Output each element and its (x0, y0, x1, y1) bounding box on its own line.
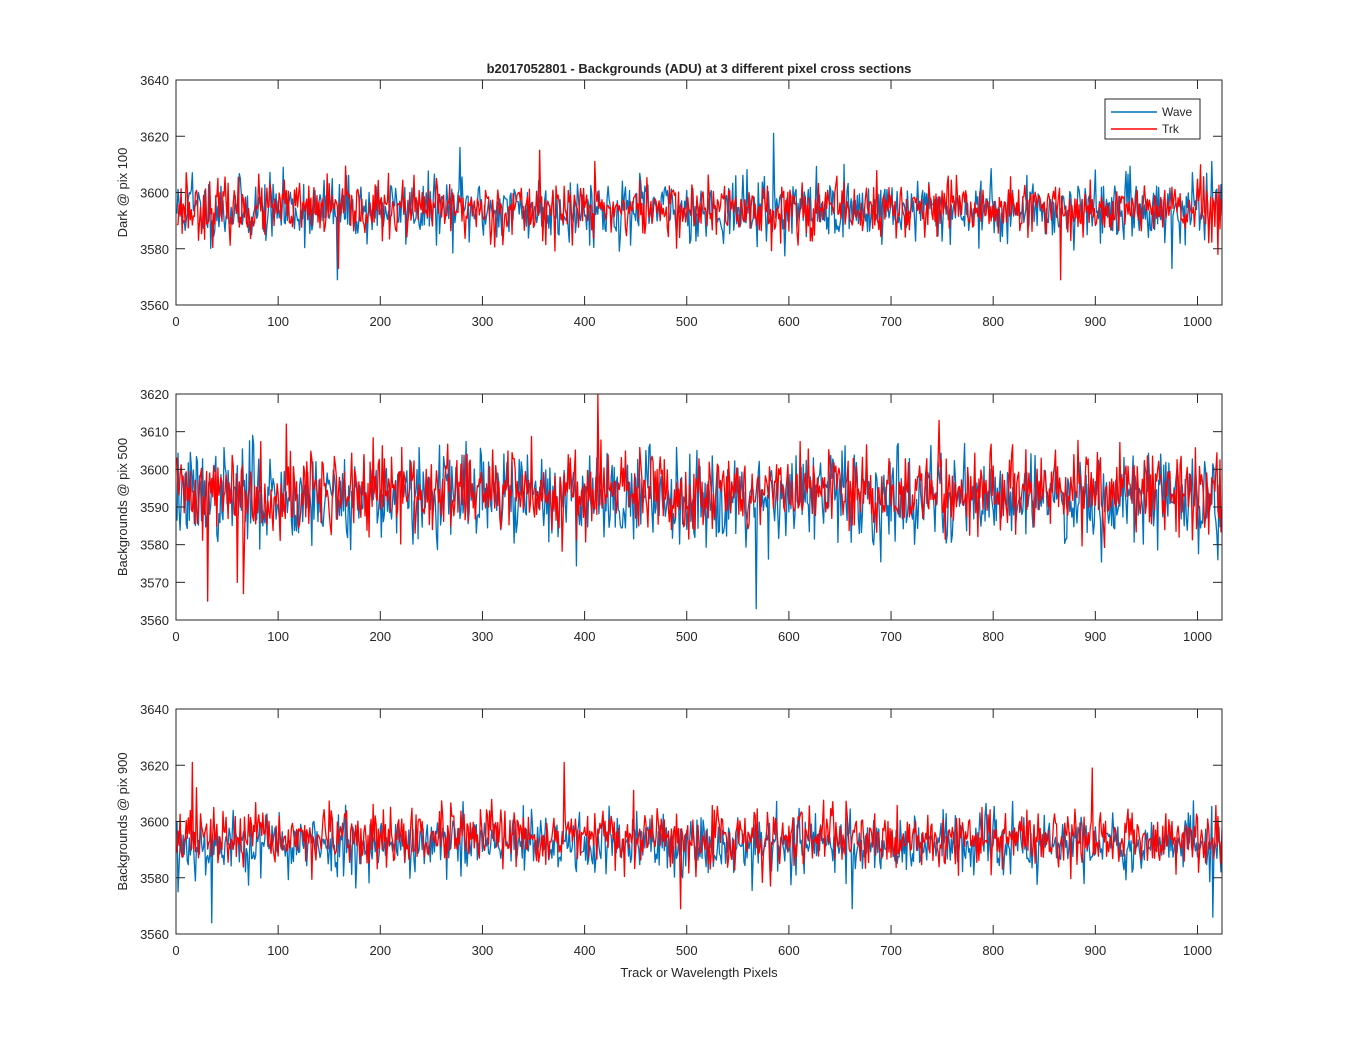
y-tick-label: 3620 (140, 129, 169, 144)
x-tick-label: 700 (880, 629, 902, 644)
legend-box (1104, 98, 1201, 140)
legend-label-trk: Trk (1162, 122, 1180, 136)
y-tick-label: 3580 (140, 871, 169, 886)
x-tick-label: 600 (778, 629, 800, 644)
x-tick-label: 600 (778, 943, 800, 958)
series-line-trk (176, 394, 1222, 602)
subplots: 0 100 200 300 400 500 600 700 800 900 100035603580… (115, 73, 1223, 958)
y-tick-label: 3580 (140, 242, 169, 257)
y-axis-label: Dark @ pix 100 (115, 148, 130, 238)
x-axis-label: Track or Wavelength Pixels (620, 965, 778, 980)
y-tick-label: 3600 (140, 815, 169, 830)
y-tick-label: 3570 (140, 575, 169, 590)
x-tick-label: 500 (676, 629, 698, 644)
series-line-trk (176, 149, 1222, 281)
y-tick-label: 3610 (140, 425, 169, 440)
y-tick-label: 3640 (140, 73, 169, 88)
x-tick-label: 800 (982, 629, 1004, 644)
y-tick-label: 3580 (140, 538, 169, 553)
y-axis-label: Backgrounds @ pix 500 (115, 438, 130, 576)
y-tick-label: 3620 (140, 387, 169, 402)
series-line-trk (176, 761, 1222, 910)
y-tick-label: 3600 (140, 186, 169, 201)
x-tick-label: 500 (676, 314, 698, 329)
x-tick-label: 200 (369, 629, 391, 644)
x-tick-label: 300 (472, 943, 494, 958)
x-tick-label: 1000 (1183, 943, 1212, 958)
x-tick-label: 100 (267, 629, 289, 644)
subplot-1: 0 100 200 300 400 500 600 700 800 900 1000 3560 3580… (115, 73, 1223, 329)
subplot-3: 0 100 200 300 400 500 600 700 800 900 1000 3560 3580… (115, 702, 1223, 958)
x-tick-label: 700 (880, 943, 902, 958)
plot-area (176, 80, 1222, 305)
x-tick-label: 1000 (1183, 314, 1212, 329)
x-tick-label: 200 (369, 314, 391, 329)
x-tick-label: 900 (1084, 314, 1106, 329)
x-tick-label: 900 (1084, 629, 1106, 644)
y-tick-label: 3620 (140, 758, 169, 773)
y-tick-label: 3590 (140, 500, 169, 515)
x-tick-label: 400 (574, 629, 596, 644)
x-tick-label: 300 (472, 314, 494, 329)
x-tick-label: 0 (172, 314, 179, 329)
y-tick-label: 3560 (140, 927, 169, 942)
legend: Wave Trk (1104, 98, 1201, 140)
y-tick-label: 3560 (140, 613, 169, 628)
x-tick-label: 200 (369, 943, 391, 958)
y-tick-label: 3640 (140, 702, 169, 717)
x-tick-label: 500 (676, 943, 698, 958)
x-tick-label: 300 (472, 629, 494, 644)
x-tick-label: 1000 (1183, 629, 1212, 644)
x-tick-label: 600 (778, 314, 800, 329)
x-tick-label: 0 (172, 629, 179, 644)
x-tick-label: 800 (982, 314, 1004, 329)
plot-area (176, 709, 1222, 934)
y-tick-label: 3600 (140, 462, 169, 477)
x-tick-label: 700 (880, 314, 902, 329)
x-tick-label: 0 (172, 943, 179, 958)
x-tick-label: 900 (1084, 943, 1106, 958)
x-tick-label: 400 (574, 314, 596, 329)
plot-area (176, 394, 1222, 620)
subplot-2: 0 100 200 300 400 500 600 700 800 900 1000 3560 3570… (115, 387, 1223, 644)
y-tick-label: 3560 (140, 298, 169, 313)
x-tick-label: 400 (574, 943, 596, 958)
legend-label-wave: Wave (1162, 105, 1193, 119)
x-tick-label: 100 (267, 314, 289, 329)
x-tick-label: 100 (267, 943, 289, 958)
chart-title: b2017052801 - Backgrounds (ADU) at 3 dif… (487, 61, 912, 76)
y-axis-label: Backgrounds @ pix 900 (115, 752, 130, 890)
x-tick-label: 800 (982, 943, 1004, 958)
